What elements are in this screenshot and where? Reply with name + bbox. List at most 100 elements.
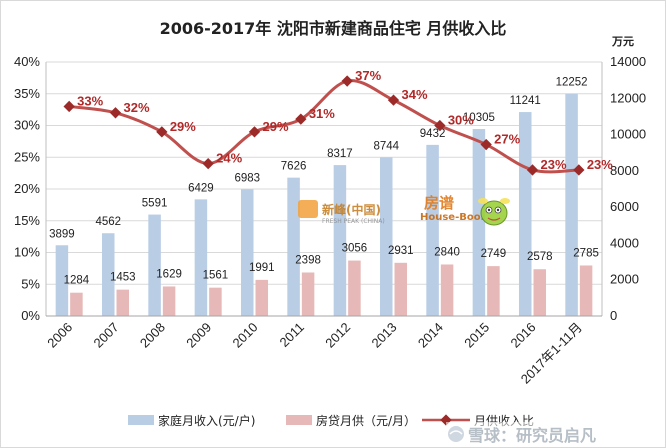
left-tick-label: 10%: [14, 245, 40, 260]
right-tick-label: 10000: [610, 127, 646, 142]
legend-item-payment: 房贷月供（元/月）: [286, 413, 416, 428]
snowball-logo-icon: [448, 426, 464, 442]
left-tick-label: 20%: [14, 181, 40, 196]
ratio-label: 29%: [170, 119, 196, 134]
left-tick-label: 35%: [14, 86, 40, 101]
left-tick-label: 30%: [14, 118, 40, 133]
income-bar: [101, 233, 115, 316]
left-axis: 0% 5% 10% 15% 20% 25% 30% 35% 40%: [14, 54, 47, 323]
payment-bar-label: 1453: [110, 272, 136, 284]
right-tick-label: 14000: [610, 54, 646, 69]
house-book-logo-sub: House-Book: [420, 212, 488, 223]
income-bar-label: 8744: [373, 140, 399, 152]
ratio-label: 31%: [309, 106, 335, 121]
fresh-peak-logo: 新峰(中国) FRESH PEAK (CHINA): [298, 200, 385, 225]
income-bar-label: 10305: [463, 112, 495, 124]
legend: 家庭月收入(元/户) 房贷月供（元/月） 月供收入比: [128, 413, 534, 428]
income-bar-label: 8317: [327, 148, 353, 160]
right-tick-label: 6000: [610, 199, 639, 214]
income-bar-label: 3899: [49, 228, 75, 240]
left-tick-label: 25%: [14, 149, 40, 164]
income-bar-label: 9432: [420, 128, 446, 140]
payment-bar-label: 1561: [203, 270, 229, 282]
source-watermark-text: 雪球：研究员启凡: [468, 426, 596, 445]
right-axis-unit: 万元: [611, 35, 634, 48]
income-bar: [426, 144, 439, 316]
payment-bar-label: 3056: [342, 243, 368, 255]
fresh-peak-logo-sub: FRESH PEAK (CHINA): [322, 218, 385, 225]
ratio-label: 30%: [448, 113, 474, 128]
income-bar: [518, 112, 532, 316]
ratio-point: [248, 126, 261, 138]
income-bar-label: 12252: [556, 77, 588, 89]
legend-item-income: 家庭月收入(元/户): [128, 413, 255, 428]
income-bar-label: 7626: [281, 161, 307, 173]
ratio-label: 23%: [541, 157, 567, 172]
income-bar: [287, 177, 300, 316]
bee-mascot-icon: [478, 198, 510, 226]
income-bar: [472, 129, 486, 316]
ratio-point: [202, 157, 214, 170]
ratio-point: [480, 138, 492, 151]
payment-bar-label: 1284: [64, 275, 90, 287]
income-bar: [55, 245, 69, 316]
ratio-label: 32%: [124, 100, 150, 115]
right-tick-label: 12000: [610, 90, 646, 105]
ratio-label: 37%: [355, 68, 381, 83]
left-tick-label: 0%: [21, 308, 40, 323]
ratio-point: [156, 126, 168, 138]
right-axis: 0 2000 4000 6000 8000 10000 12000 14000: [601, 54, 646, 323]
left-tick-label: 40%: [14, 54, 40, 69]
ratio-label: 34%: [402, 87, 428, 102]
income-bar-label: 4562: [95, 216, 121, 228]
income-bar: [148, 214, 161, 316]
legend-label-payment: 房贷月供（元/月）: [316, 413, 416, 428]
ratio-label: 23%: [587, 157, 613, 172]
fresh-peak-logo-icon: [298, 200, 318, 218]
payment-bar: [255, 279, 269, 316]
chart-title: 2006-2017年 沈阳市新建商品住宅 月供收入比: [160, 19, 507, 38]
ratio-point: [573, 164, 585, 176]
payment-bar-label: 2931: [388, 245, 414, 257]
payment-bar-label: 2749: [481, 248, 507, 260]
fresh-peak-logo-name: 新峰(中国): [322, 202, 381, 217]
right-tick-label: 4000: [610, 235, 639, 250]
payment-bar: [116, 289, 130, 316]
house-book-logo: 房谱 House-Book: [420, 194, 510, 226]
legend-label-income: 家庭月收入(元/户): [158, 413, 255, 428]
payment-bar: [348, 260, 361, 316]
income-bar: [565, 93, 578, 316]
payment-bar: [533, 269, 547, 316]
ratio-point: [526, 164, 539, 176]
payment-bar-label: 1991: [249, 262, 275, 274]
payment-bar: [394, 262, 408, 316]
legend-swatch-income: [128, 415, 154, 425]
ratio-label: 33%: [77, 93, 103, 108]
house-book-logo-name: 房谱: [424, 194, 454, 212]
income-bar-label: 5591: [142, 198, 168, 210]
payment-bar: [440, 264, 454, 316]
payment-bar: [162, 286, 176, 316]
income-bar: [240, 189, 254, 316]
ratio-line-series: 33% 32% 29% 24% 29% 31% 37% 34% 30% 27% 23% 23%: [63, 68, 613, 176]
payment-bar: [301, 272, 315, 316]
payment-bar: [579, 265, 593, 316]
income-bar-label: 6429: [188, 182, 214, 194]
ratio-label: 29%: [263, 119, 289, 134]
payment-bar: [487, 266, 500, 316]
income-bar-label: 11241: [510, 95, 541, 107]
payment-bar-label: 2398: [295, 254, 321, 266]
payment-bar-label: 2840: [434, 246, 460, 258]
right-tick-label: 0: [610, 308, 617, 323]
ratio-label: 27%: [494, 132, 520, 147]
right-tick-label: 2000: [610, 272, 639, 287]
income-bar: [333, 165, 347, 316]
left-tick-label: 5%: [21, 276, 40, 291]
left-tick-label: 15%: [14, 213, 40, 228]
payment-bar-label: 2578: [527, 251, 553, 263]
legend-swatch-payment: [286, 415, 312, 425]
ratio-label: 24%: [216, 151, 242, 166]
payment-bar-label: 2785: [573, 247, 599, 259]
bar-series: 3899 1284 4562 1453 5591 1629 6429 1561 6983 1991…: [49, 77, 599, 316]
